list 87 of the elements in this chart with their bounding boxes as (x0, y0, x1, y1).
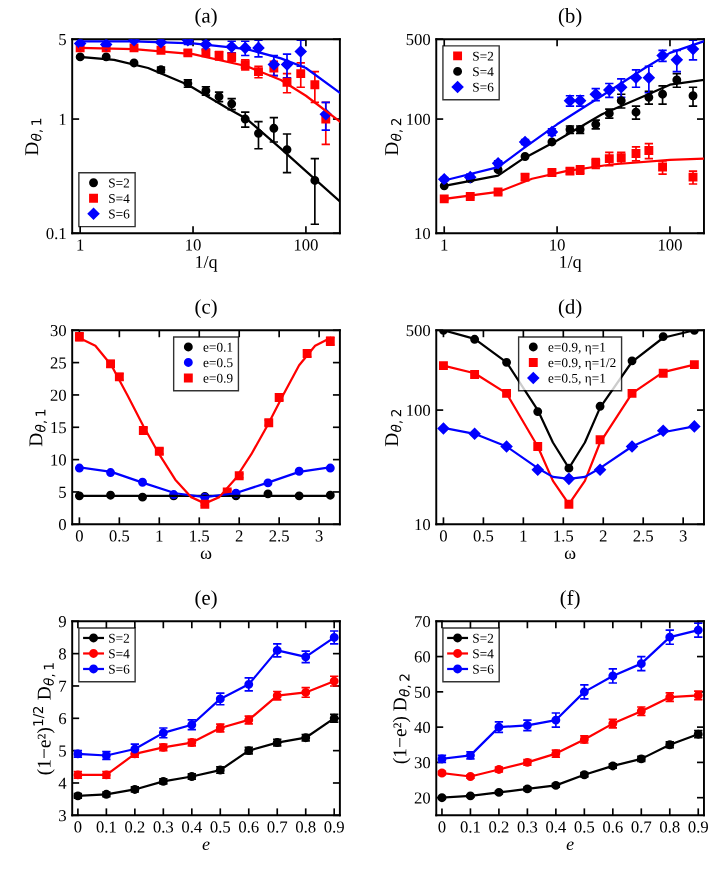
x-tick-label: 2 (235, 530, 243, 542)
y-tick-label: 15 (51, 422, 66, 434)
x-tick-label: 0.6 (238, 821, 259, 833)
y-tick-label: 0.1 (46, 227, 66, 240)
y-axis-title: D$_{θ,2}$ (385, 118, 403, 156)
x-tick-label: 0.4 (546, 821, 567, 833)
y-tick-label: 500 (406, 324, 431, 337)
y-tick-label: 10 (415, 518, 431, 531)
x-axis-title: ω (564, 550, 576, 560)
x-tick-label: 0.1 (460, 821, 480, 833)
chart-title: (e) (195, 590, 217, 610)
y-tick-label: 5 (59, 34, 66, 46)
y-tick-label: 70 (415, 616, 431, 628)
x-tick-label: 10 (550, 239, 565, 251)
chart-title: (f) (560, 589, 580, 610)
y-tick-label: 30 (50, 324, 67, 337)
y-tick-label: 0 (58, 518, 67, 531)
x-tick-label: 0.5 (574, 821, 595, 833)
y-tick-label: 500 (406, 33, 431, 46)
y-tick-label: 10 (415, 227, 431, 240)
y-tick-label: 1 (59, 113, 66, 125)
x-tick-label: 3 (315, 530, 323, 542)
x-tick-label: 0.8 (660, 821, 680, 833)
y-axis-title: (1−e²)$^{1/2}$ D$_{θ,1}$ (32, 663, 56, 775)
x-tick-label: 0 (74, 821, 82, 833)
x-axis-title: 1/q (560, 255, 582, 272)
x-tick-label: 1.5 (190, 530, 210, 542)
x-tick-label: 0 (438, 821, 446, 833)
y-tick-label: 8 (58, 648, 67, 660)
x-axis-title: e (202, 841, 210, 851)
y-tick-label: 4 (58, 777, 67, 789)
x-tick-label: 0.5 (109, 530, 130, 542)
x-tick-label: 3 (679, 530, 687, 542)
x-tick-label: 0.9 (324, 821, 344, 833)
x-tick-label: 0 (75, 530, 83, 542)
x-tick-label: 2 (599, 530, 607, 542)
y-tick-label: 50 (415, 686, 431, 698)
y-tick-label: 40 (414, 721, 431, 734)
x-axis-title: 1/q (196, 255, 218, 272)
x-tick-label: 0.7 (631, 821, 652, 833)
x-tick-label: 0.2 (125, 821, 145, 833)
chart-title: (b) (558, 8, 582, 28)
chart-title: (c) (195, 299, 217, 319)
x-tick-label: 1 (520, 530, 527, 542)
x-axis-title: e (566, 841, 574, 851)
y-tick-label: 100 (407, 404, 431, 417)
x-tick-label: 0.5 (210, 821, 231, 833)
x-tick-label: 1 (441, 239, 448, 251)
x-tick-label: 0.8 (295, 821, 316, 833)
y-tick-label: 7 (59, 680, 67, 692)
y-tick-label: 25 (50, 357, 66, 369)
x-tick-label: 1.5 (554, 530, 574, 542)
x-tick-label: 100 (658, 239, 682, 251)
y-tick-label: 20 (50, 389, 67, 401)
chart-title: (d) (558, 299, 582, 319)
x-tick-label: 10 (186, 239, 201, 251)
y-tick-label: 6 (59, 713, 67, 725)
x-tick-label: 0.9 (688, 821, 708, 833)
x-tick-label: 0.2 (489, 821, 509, 833)
y-tick-label: 30 (414, 757, 431, 769)
x-tick-label: 0 (439, 530, 447, 542)
x-axis-title: ω (200, 550, 212, 560)
y-axis-title: D$_{θ,1}$ (29, 409, 48, 447)
y-axis-title: D$_{θ,2}$ (385, 409, 403, 447)
y-tick-label: 10 (51, 454, 67, 466)
x-tick-label: 2.5 (269, 530, 289, 542)
x-tick-label: 0.4 (182, 821, 202, 833)
y-axis-title: D$_{θ,1}$ (25, 118, 43, 156)
x-tick-label: 1 (156, 530, 163, 542)
x-tick-label: 1 (77, 239, 84, 251)
chart-title: (a) (195, 8, 217, 28)
y-tick-label: 20 (414, 792, 431, 804)
y-tick-label: 5 (59, 745, 66, 757)
y-tick-label: 3 (59, 810, 66, 822)
y-axis-title: (1−e²) D$_{θ,2}$ (392, 674, 412, 764)
x-tick-label: 0.3 (153, 821, 174, 833)
y-tick-label: 9 (58, 616, 66, 628)
x-tick-label: 0.3 (517, 821, 538, 833)
x-tick-label: 0.7 (267, 821, 288, 833)
x-tick-label: 0.1 (96, 821, 116, 833)
x-tick-label: 0.5 (473, 530, 494, 542)
y-tick-label: 100 (407, 113, 431, 126)
x-tick-label: 0.6 (603, 821, 623, 833)
y-tick-label: 5 (59, 486, 66, 498)
y-tick-label: 60 (414, 651, 431, 663)
x-tick-label: 100 (294, 239, 318, 251)
x-tick-label: 2.5 (633, 530, 653, 542)
